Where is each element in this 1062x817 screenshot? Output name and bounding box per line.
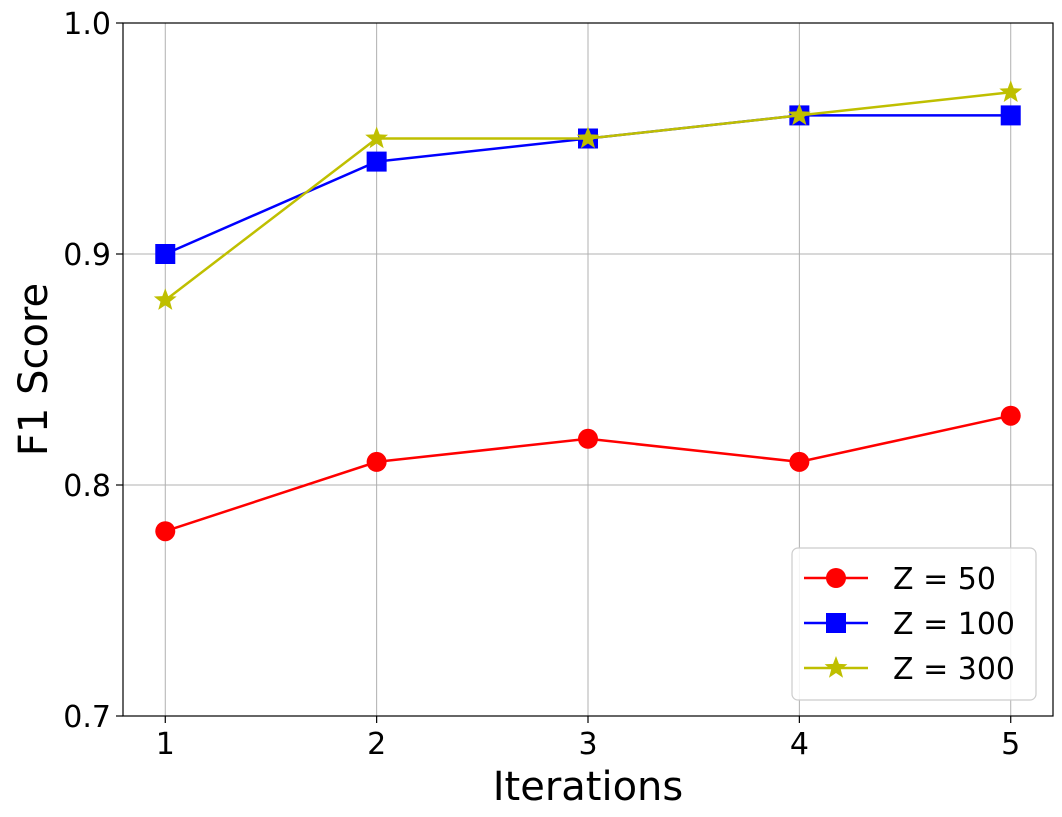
legend-marker <box>826 568 846 588</box>
x-tick-label: 2 <box>367 727 386 762</box>
data-point-2-0 <box>153 288 177 310</box>
legend-label: Z = 50 <box>893 562 996 597</box>
y-tick-label: 0.8 <box>63 469 111 504</box>
legend-box <box>791 547 1037 701</box>
legend-label: Z = 100 <box>893 607 1015 642</box>
x-tick-label: 4 <box>790 727 809 762</box>
legend-item-2: Z = 300 <box>804 652 1015 687</box>
data-point-0-0 <box>155 521 176 542</box>
data-point-0-1 <box>366 451 387 472</box>
data-point-2-3 <box>787 103 811 126</box>
x-tick-label: 1 <box>156 727 175 762</box>
data-point-1-0 <box>155 244 176 264</box>
data-point-0-3 <box>789 451 810 472</box>
y-axis-label: F1 Score <box>11 283 57 456</box>
y-tick-label: 0.9 <box>63 238 111 273</box>
series-layer <box>153 80 1023 542</box>
series-0 <box>155 405 1021 542</box>
legend-item-0: Z = 50 <box>804 562 996 597</box>
x-axis-label: Iterations <box>493 764 684 810</box>
series-2 <box>153 80 1023 310</box>
legend-label: Z = 300 <box>893 652 1015 687</box>
data-point-2-4 <box>999 80 1023 103</box>
y-tick-label: 0.7 <box>63 700 111 735</box>
data-point-1-1 <box>366 151 387 172</box>
y-tick-label: 1.0 <box>63 7 111 42</box>
legend-item-1: Z = 100 <box>804 607 1015 642</box>
data-point-0-2 <box>578 428 598 449</box>
x-tick-label: 5 <box>1001 727 1020 762</box>
data-point-2-2 <box>576 126 600 149</box>
axis-ticks: 1 2 3 4 5 0.7 0.8 0.9 1.0 <box>63 7 1020 762</box>
data-point-2-1 <box>365 126 389 149</box>
x-tick-label: 3 <box>578 727 597 762</box>
legend-marker <box>824 656 848 678</box>
legend: Z = 50 Z = 100 Z = 300 <box>791 547 1037 701</box>
data-point-0-4 <box>1000 405 1021 426</box>
legend-marker <box>826 613 846 633</box>
data-point-1-4 <box>1000 105 1021 126</box>
